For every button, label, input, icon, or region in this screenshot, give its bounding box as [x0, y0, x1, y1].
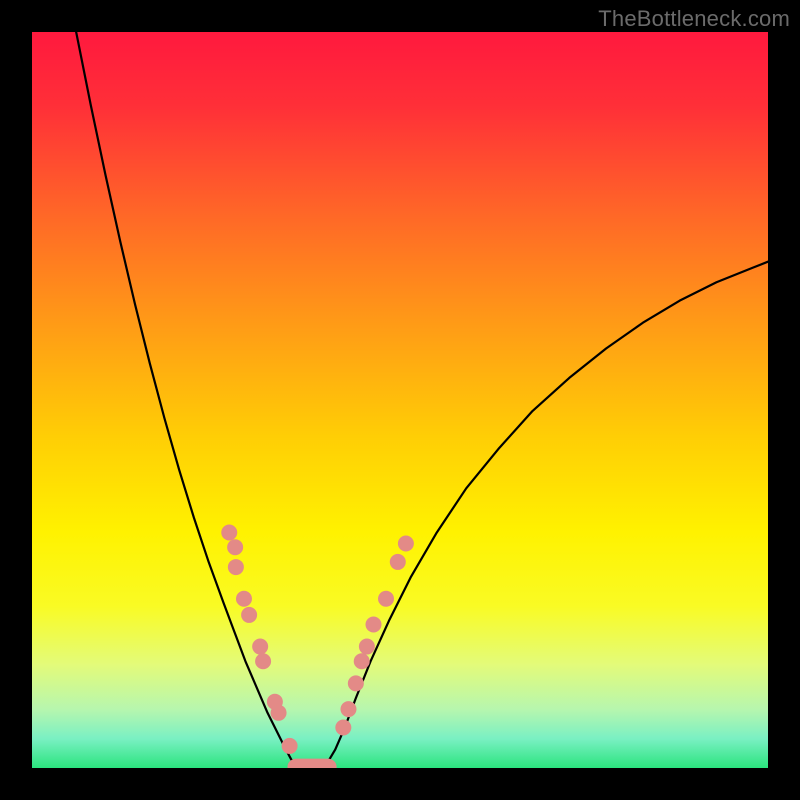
marker-dot — [348, 675, 364, 691]
marker-dot — [335, 720, 351, 736]
watermark-text: TheBottleneck.com — [598, 6, 790, 32]
marker-dot — [378, 591, 394, 607]
marker-dot — [241, 607, 257, 623]
chart-svg — [32, 32, 768, 768]
marker-dot — [398, 536, 414, 552]
plot-area — [32, 32, 768, 768]
marker-dot — [227, 539, 243, 555]
marker-dot — [252, 639, 268, 655]
chart-root: TheBottleneck.com — [0, 0, 800, 800]
marker-dot — [354, 653, 370, 669]
marker-dot — [282, 738, 298, 754]
marker-dot — [366, 616, 382, 632]
marker-dot — [228, 559, 244, 575]
marker-dot — [236, 591, 252, 607]
marker-floor-pill — [287, 759, 336, 768]
marker-dot — [359, 639, 375, 655]
gradient-background — [32, 32, 768, 768]
marker-dot — [390, 554, 406, 570]
marker-dot — [340, 701, 356, 717]
marker-dot — [255, 653, 271, 669]
marker-dot — [221, 524, 237, 540]
marker-dot — [271, 705, 287, 721]
